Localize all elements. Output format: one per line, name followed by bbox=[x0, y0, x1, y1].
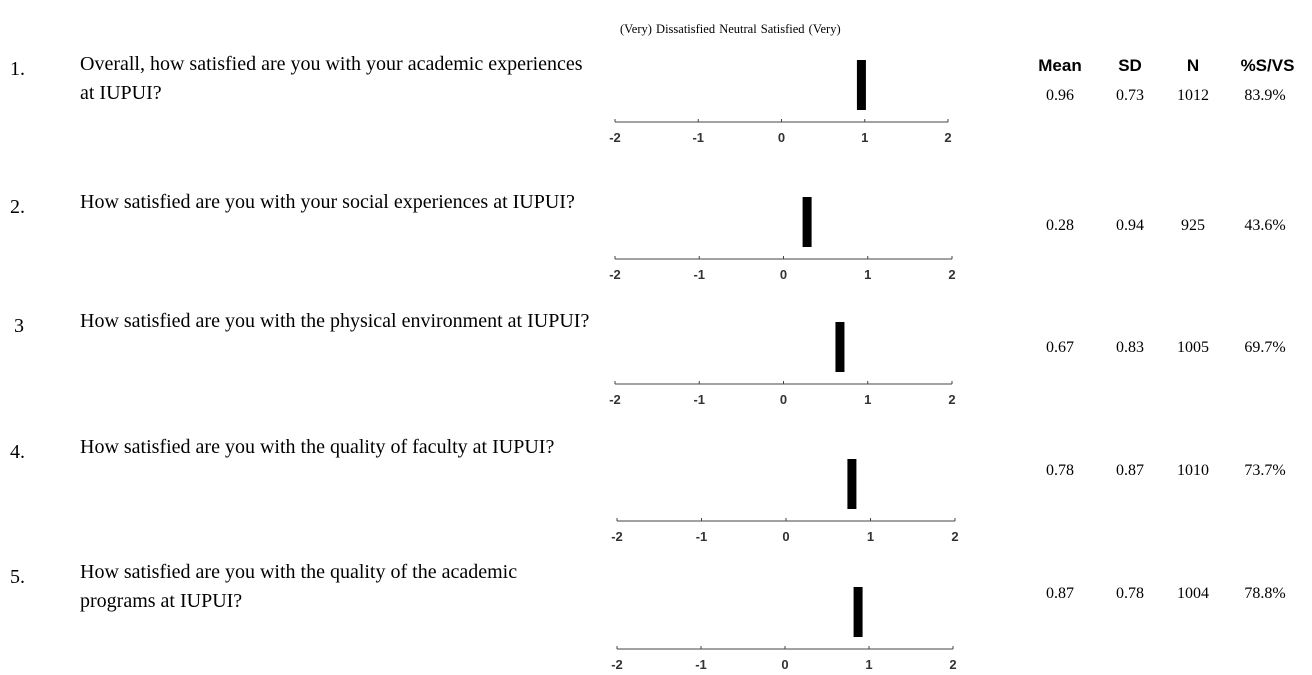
pct-value: 69.7% bbox=[1244, 339, 1286, 356]
mean-value: 0.28 bbox=[1046, 217, 1074, 234]
question-text: How satisfied are you with your social e… bbox=[80, 191, 575, 213]
tick-label: 0 bbox=[780, 267, 787, 282]
n-value: 1005 bbox=[1177, 339, 1209, 356]
column-header-sd: SD bbox=[1118, 56, 1142, 75]
tick-label: -1 bbox=[692, 130, 704, 145]
question-text: How satisfied are you with the quality o… bbox=[80, 561, 518, 612]
tick-label: -2 bbox=[609, 267, 621, 282]
mean-value: 0.78 bbox=[1046, 462, 1074, 479]
tick-label: -1 bbox=[693, 392, 705, 407]
column-header-mean: Mean bbox=[1038, 56, 1082, 75]
tick-label: 0 bbox=[782, 529, 789, 544]
sd-value: 0.78 bbox=[1116, 585, 1144, 602]
tick-label: -1 bbox=[693, 267, 705, 282]
tick-label: -2 bbox=[609, 130, 621, 145]
mean-marker-bar bbox=[847, 459, 857, 509]
scale-header: (Very) Dissatisfied Neutral Satisfied (V… bbox=[620, 22, 841, 36]
pct-value: 78.8% bbox=[1244, 585, 1286, 602]
tick-label: 2 bbox=[951, 529, 958, 544]
question-number: 4. bbox=[10, 441, 25, 463]
sd-value: 0.73 bbox=[1116, 87, 1144, 104]
tick-label: 1 bbox=[867, 529, 874, 544]
pct-value: 83.9% bbox=[1244, 87, 1286, 104]
question-number: 3 bbox=[14, 315, 24, 337]
tick-label: 2 bbox=[948, 267, 955, 282]
question-text: How satisfied are you with the physical … bbox=[80, 310, 590, 332]
tick-label: 2 bbox=[944, 130, 951, 145]
n-value: 1010 bbox=[1177, 462, 1209, 479]
n-value: 1012 bbox=[1177, 87, 1209, 104]
mean-marker-bar bbox=[853, 587, 863, 637]
question-number: 2. bbox=[10, 196, 25, 218]
tick-label: -2 bbox=[611, 657, 623, 672]
tick-label: -1 bbox=[696, 529, 708, 544]
tick-label: 1 bbox=[864, 392, 871, 407]
n-value: 1004 bbox=[1177, 585, 1209, 602]
mean-marker-bar bbox=[835, 322, 845, 372]
tick-label: -2 bbox=[609, 392, 621, 407]
sd-value: 0.94 bbox=[1116, 217, 1144, 234]
tick-label: -2 bbox=[611, 529, 623, 544]
tick-label: 1 bbox=[864, 267, 871, 282]
tick-label: 1 bbox=[865, 657, 872, 672]
question-number: 5. bbox=[10, 566, 25, 588]
column-header-n: N bbox=[1186, 56, 1200, 75]
sd-value: 0.87 bbox=[1116, 462, 1144, 479]
pct-value: 73.7% bbox=[1244, 462, 1286, 479]
question-text: Overall, how satisfied are you with your… bbox=[80, 53, 583, 104]
question-text: How satisfied are you with the quality o… bbox=[80, 436, 555, 458]
n-value: 925 bbox=[1181, 217, 1205, 234]
tick-label: 0 bbox=[778, 130, 785, 145]
question-number: 1. bbox=[10, 58, 25, 80]
mean-value: 0.87 bbox=[1046, 585, 1074, 602]
tick-label: -1 bbox=[695, 657, 707, 672]
tick-label: 1 bbox=[861, 130, 868, 145]
mean-marker-bar bbox=[856, 60, 866, 110]
tick-label: 0 bbox=[781, 657, 788, 672]
tick-label: 0 bbox=[780, 392, 787, 407]
mean-value: 0.67 bbox=[1046, 339, 1074, 356]
tick-label: 2 bbox=[949, 657, 956, 672]
mean-marker-bar bbox=[802, 197, 812, 247]
pct-value: 43.6% bbox=[1244, 217, 1286, 234]
tick-label: 2 bbox=[948, 392, 955, 407]
mean-value: 0.96 bbox=[1046, 87, 1074, 104]
column-header-pct: %S/VS bbox=[1240, 56, 1295, 75]
sd-value: 0.83 bbox=[1116, 339, 1144, 356]
